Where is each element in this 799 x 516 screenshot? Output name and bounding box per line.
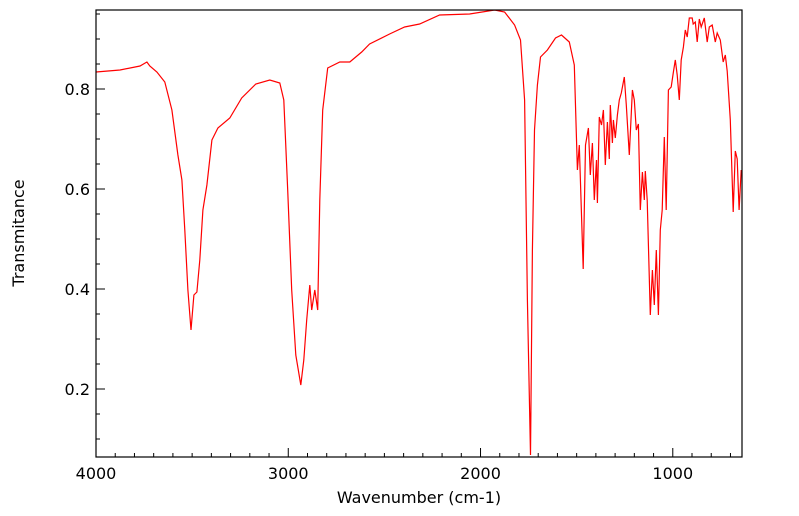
y-axis-title: Transmitance [9, 179, 28, 287]
y-tick-label: 0.6 [65, 180, 90, 199]
axis-ticks [95, 13, 731, 457]
x-tick-label: 3000 [268, 464, 309, 483]
x-tick-label: 1000 [652, 464, 693, 483]
x-axis-title: Wavenumber (cm-1) [337, 488, 501, 507]
y-tick-label: 0.4 [65, 280, 90, 299]
x-tick-label: 2000 [460, 464, 501, 483]
x-tick-label: 4000 [76, 464, 117, 483]
y-tick-label: 0.8 [65, 80, 90, 99]
tick-labels: 4000 3000 2000 1000 0.2 0.4 0.6 0.8 [65, 80, 694, 483]
spectrum-line [96, 10, 742, 456]
y-tick-label: 0.2 [65, 380, 90, 399]
plot-frame [95, 9, 743, 458]
